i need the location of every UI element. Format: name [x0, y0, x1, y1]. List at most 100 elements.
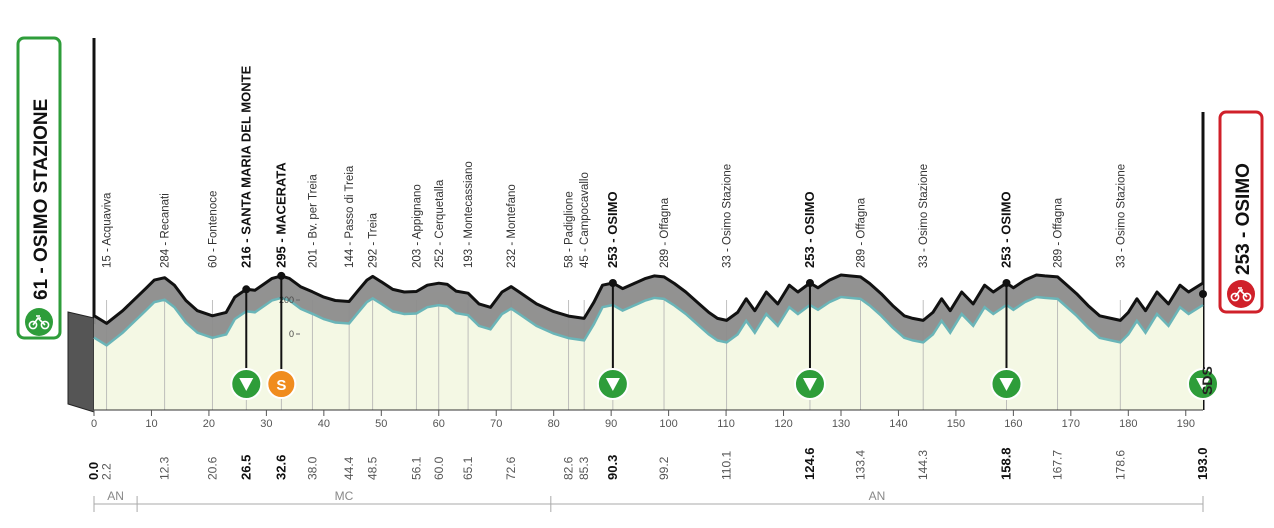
- triangle-down-icon: [605, 378, 620, 391]
- waypoint-label: 144 - Passo di Treia: [344, 165, 356, 268]
- waypoint-label: 295 - MACERATA: [273, 162, 288, 268]
- triangle-down-icon: [802, 378, 817, 391]
- waypoint-label: 45 - Campocavallo: [579, 172, 591, 268]
- x-tick-label: 170: [1062, 418, 1080, 430]
- x-tick-label: 140: [889, 418, 907, 430]
- distance-label: 99.2: [657, 456, 671, 480]
- x-tick-label: 160: [1004, 418, 1022, 430]
- distance-label: 158.8: [999, 447, 1014, 480]
- x-tick-label: 120: [774, 418, 792, 430]
- start-banner-label: 61 - OSIMO STAZIONE: [31, 99, 52, 300]
- x-tick-label: 30: [260, 418, 272, 430]
- distance-label: 2.2: [100, 463, 114, 480]
- x-tick-label: 150: [947, 418, 965, 430]
- waypoint-label: 15 - Acquaviva: [102, 192, 114, 268]
- waypoint-label: 252 - Cerquetalla: [434, 179, 446, 268]
- sprint-dot: [277, 271, 286, 280]
- province-label: MC: [335, 489, 354, 503]
- start-banner: 61 - OSIMO STAZIONE: [16, 36, 62, 340]
- province-label: AN: [107, 489, 124, 503]
- distance-label: 20.6: [205, 456, 219, 480]
- x-axis-ticks: 0 10 20 30 40 50 60 70 80 90 100 110 120 130 140 150 160…: [91, 409, 1203, 430]
- y-tick-label: 0: [289, 329, 294, 339]
- profile-band: [94, 275, 1203, 346]
- distance-label: 144.3: [916, 450, 930, 480]
- x-tick-label: 180: [1119, 418, 1137, 430]
- triangle-down-icon: [1196, 378, 1210, 391]
- marker-dot: [805, 278, 814, 287]
- finish-banner: 253 - OSIMO: [1218, 110, 1264, 314]
- x-tick-label: 50: [375, 418, 387, 430]
- distance-label: 110.1: [720, 451, 734, 480]
- triangle-down-icon: [999, 378, 1014, 391]
- waypoint-label: 289 - Offagna: [659, 197, 671, 268]
- waypoint-label: 201 - Bv. per Treia: [307, 174, 319, 268]
- profile-teal-line: [93, 295, 1204, 347]
- start-block: [67, 311, 95, 413]
- x-tick-label: 60: [433, 418, 445, 430]
- bicycle-icon: [28, 315, 50, 330]
- waypoint-labels: 15 - Acquaviva 284 - Recanati 60 - Fonteno…: [102, 65, 1128, 268]
- start-banner-frame: [16, 36, 62, 340]
- x-tick-label: 110: [717, 418, 735, 430]
- waypoint-label: 203 - Appignano: [411, 184, 423, 268]
- waypoint-label: 193 - Montecassiano: [463, 161, 475, 268]
- distance-label: 178.6: [1113, 450, 1127, 480]
- x-tick-label: 70: [490, 418, 502, 430]
- x-tick-label: 100: [659, 418, 677, 430]
- profile-top-line: [93, 273, 1204, 325]
- x-tick-label: 0: [91, 418, 97, 430]
- waypoint-label: 253 - OSIMO: [802, 191, 817, 268]
- distance-label: 0.0: [86, 462, 101, 480]
- waypoint-label: 289 - Offagna: [1053, 197, 1065, 268]
- bicycle-icon: [1230, 287, 1252, 302]
- marker-dot: [1199, 290, 1207, 298]
- x-tick-label: 90: [605, 418, 617, 430]
- distance-label: 44.4: [342, 456, 356, 480]
- province-bands: AN MC AN: [93, 489, 1204, 512]
- waypoint-label: 253 - OSIMO: [999, 191, 1014, 268]
- marker-dot: [242, 285, 251, 294]
- waypoint-label: 58 - Padiglione: [564, 191, 576, 268]
- waypoint-label: 253 - OSIMO: [605, 191, 620, 268]
- finish-icon-circle: [1227, 280, 1255, 308]
- distance-label: 82.6: [562, 456, 576, 480]
- marker-dot: [1002, 278, 1011, 287]
- distance-label: 56.1: [409, 456, 423, 480]
- distance-label: 124.6: [802, 447, 817, 480]
- distance-label: 60.0: [432, 456, 446, 480]
- sds-logo: SDS: [1199, 366, 1215, 395]
- y-tick-label: 200: [279, 295, 294, 305]
- distance-label: 26.5: [238, 455, 253, 480]
- waypoint-label: 289 - Offagna: [856, 197, 868, 268]
- waypoint-label: 216 - SANTA MARIA DEL MONTE: [238, 65, 253, 268]
- intermediate-markers: S: [230, 271, 1219, 400]
- waypoint-label: 60 - Fontenoce: [207, 191, 219, 268]
- triangle-down-icon: [239, 378, 254, 391]
- sprint-s-icon: [266, 369, 297, 399]
- profile-layer: [93, 273, 1204, 347]
- sprint-letter: S: [276, 377, 286, 394]
- marker-dot: [608, 278, 617, 287]
- distance-label: 90.3: [605, 455, 620, 480]
- distance-label: 72.6: [504, 456, 518, 480]
- waypoint-label: 33 - Osimo Stazione: [722, 164, 734, 268]
- x-tick-label: 80: [548, 418, 560, 430]
- waypoint-label: 292 - Treia: [368, 212, 380, 268]
- y-axis: 0 200: [279, 295, 300, 339]
- distance-label: 38.0: [305, 456, 319, 480]
- waypoint-label: 33 - Osimo Stazione: [1115, 164, 1127, 268]
- x-tick-label: 40: [318, 418, 330, 430]
- distance-label: 167.7: [1051, 450, 1065, 480]
- x-tick-label: 10: [145, 418, 157, 430]
- x-tick-label: 20: [203, 418, 215, 430]
- distance-labels: 0.02.2 12.3 20.6 26.5 32.6 38.0 44.4 48.5 56.1 60…: [86, 447, 1210, 480]
- distance-label: 12.3: [158, 456, 172, 480]
- waypoint-label: 284 - Recanati: [160, 193, 172, 268]
- finish-banner-label: 253 - OSIMO: [1233, 163, 1254, 275]
- distance-label: 193.0: [1195, 447, 1210, 480]
- distance-label: 133.4: [854, 450, 868, 480]
- distance-label: 48.5: [366, 456, 380, 480]
- province-label: AN: [869, 489, 886, 503]
